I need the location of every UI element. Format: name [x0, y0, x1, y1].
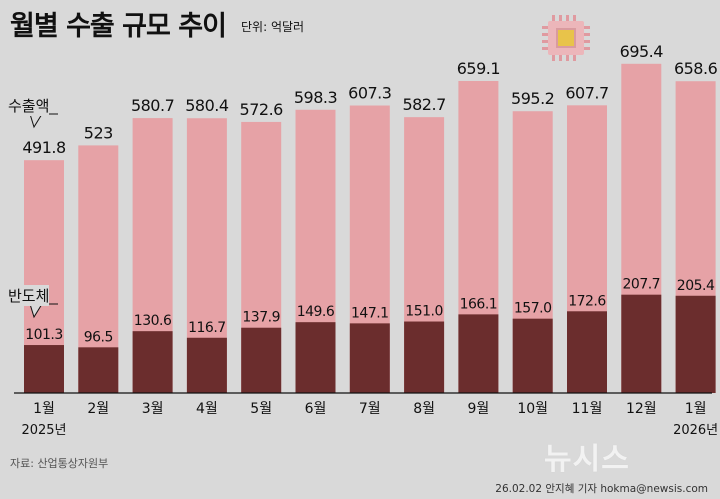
chart-title: 월별 수출 규모 추이 — [10, 11, 227, 42]
legend-semiconductor: 반도체 — [8, 285, 50, 306]
semiconductor-bar — [621, 294, 662, 393]
x-tick-label: 2월 — [87, 401, 109, 417]
x-tick-label: 10월 — [517, 401, 548, 417]
x-tick-label: 4월 — [196, 401, 218, 417]
semiconductor-value-label: 157.0 — [514, 301, 552, 317]
x-tick-label: 7월 — [359, 401, 381, 417]
semiconductor-bar — [186, 337, 227, 393]
semiconductor-value-label: 116.7 — [188, 320, 226, 336]
total-value-label: 491.8 — [22, 138, 66, 157]
semiconductor-bar — [132, 331, 173, 393]
newsis-logo: 뉴시스 — [544, 442, 630, 477]
total-value-label: 582.7 — [402, 95, 445, 114]
legend-total-exports: 수출액 — [8, 95, 50, 116]
semiconductor-value-label: 149.6 — [297, 304, 335, 320]
semiconductor-bar — [675, 295, 716, 393]
semiconductor-value-label: 96.5 — [84, 329, 113, 345]
total-value-label: 523 — [84, 123, 113, 142]
total-value-label: 572.6 — [240, 100, 284, 119]
semiconductor-value-label: 207.7 — [623, 277, 661, 293]
credit-line: 26.02.02 안지혜 기자 hokma@newsis.com — [495, 483, 708, 495]
semiconductor-value-label: 205.4 — [677, 278, 715, 294]
x-tick-label: 3월 — [142, 401, 164, 417]
semiconductor-bar — [241, 327, 282, 393]
x-tick-label: 8월 — [413, 401, 435, 417]
semiconductor-bar — [512, 318, 553, 393]
x-tick-label: 6월 — [305, 401, 327, 417]
total-value-label: 607.3 — [348, 84, 391, 103]
source-note: 자료: 산업통상자원부 — [10, 457, 109, 470]
unit-label: 단위: 억달러 — [241, 20, 305, 34]
semiconductor-bar — [78, 347, 119, 393]
x-tick-label: 1월 — [33, 401, 55, 417]
x-tick-label: 5월 — [250, 401, 272, 417]
semiconductor-bar — [567, 311, 607, 393]
total-value-label: 598.3 — [294, 88, 337, 107]
semiconductor-bar — [404, 321, 445, 393]
semiconductor-bar — [349, 323, 390, 393]
total-value-label: 595.2 — [511, 89, 554, 108]
total-value-label: 695.4 — [620, 42, 664, 61]
semiconductor-value-label: 147.1 — [351, 305, 389, 321]
semiconductor-value-label: 172.6 — [568, 293, 606, 309]
semiconductor-bar — [24, 345, 64, 393]
year-label: 2025년 — [21, 423, 66, 438]
semiconductor-value-label: 101.3 — [25, 327, 63, 343]
total-value-label: 580.7 — [131, 96, 174, 115]
semiconductor-value-label: 130.6 — [134, 313, 172, 329]
year-label: 2026년 — [673, 423, 718, 438]
semiconductor-value-label: 166.1 — [460, 296, 498, 312]
semiconductor-value-label: 137.9 — [242, 310, 280, 326]
semiconductor-value-label: 151.0 — [405, 304, 443, 320]
total-value-label: 658.6 — [674, 59, 718, 78]
x-tick-label: 12월 — [626, 401, 657, 417]
chip-icon — [542, 15, 590, 61]
semiconductor-bar — [458, 314, 499, 393]
semiconductor-bar — [295, 322, 336, 393]
x-tick-label: 1월 — [685, 401, 707, 417]
x-tick-label: 11월 — [572, 401, 603, 417]
total-value-label: 607.7 — [565, 83, 608, 102]
x-tick-label: 9월 — [468, 401, 490, 417]
total-value-label: 659.1 — [457, 59, 500, 78]
total-value-label: 580.4 — [185, 96, 229, 115]
